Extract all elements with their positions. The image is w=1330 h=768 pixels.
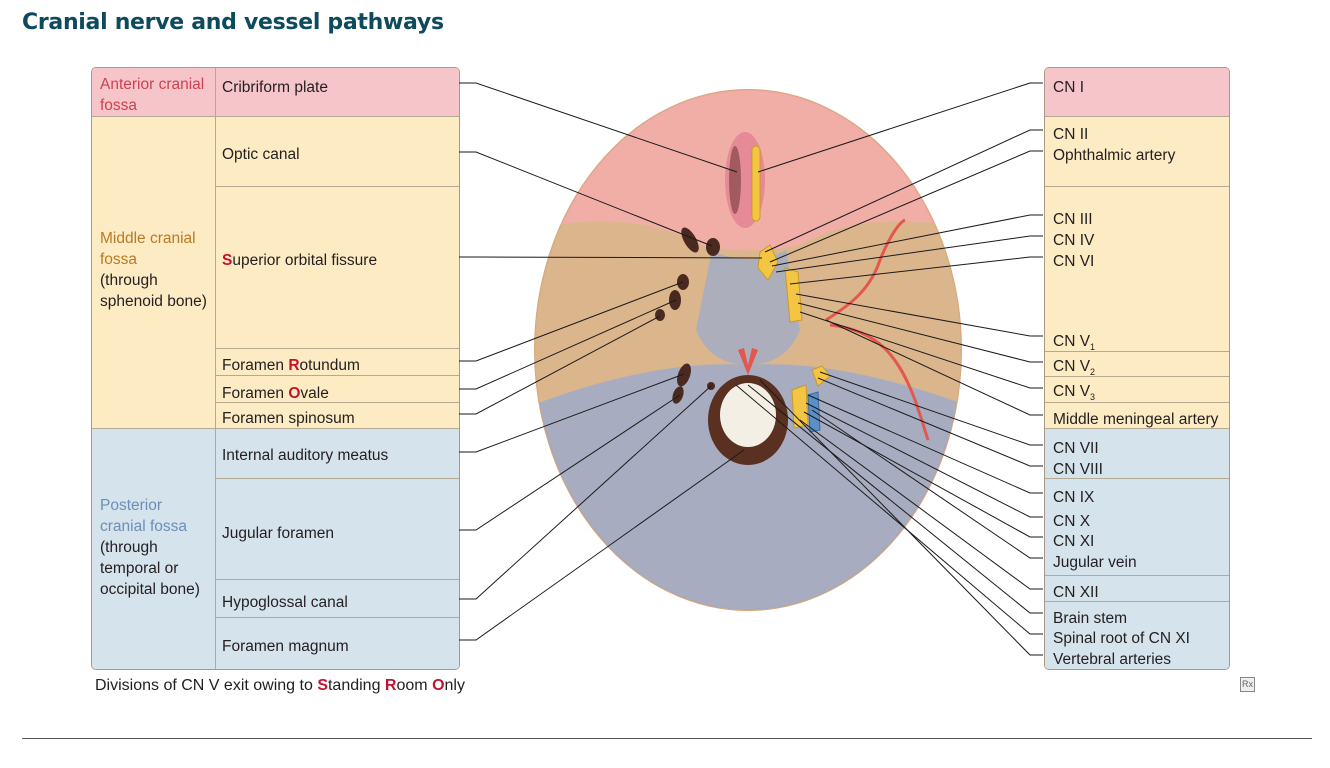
cn5-sub: 3 bbox=[1090, 392, 1096, 403]
sella-region bbox=[696, 250, 800, 365]
mnemonic-letter-o: O bbox=[432, 677, 445, 694]
left-item-foramen-ovale: Foramen Ovale bbox=[216, 379, 335, 408]
mnemonic-word-2: oom bbox=[396, 677, 433, 694]
mnemonic-letter-s: S bbox=[317, 677, 328, 694]
mnemonic-word-3: nly bbox=[444, 677, 465, 694]
posterior-fossa-text: Posterior cranial fossa bbox=[100, 497, 188, 535]
item-prefix: Foramen bbox=[222, 357, 289, 374]
right-item-middle-meningeal-artery: Middle meningeal artery bbox=[1053, 411, 1219, 428]
cn5-base: CN V bbox=[1053, 333, 1091, 350]
right-item-cn6: CN VI bbox=[1053, 253, 1095, 270]
right-item-cn5-1: CN V1 bbox=[1047, 327, 1101, 362]
fossa-label-posterior: Posterior cranial fossa (through tempora… bbox=[94, 491, 214, 604]
posterior-fossa-region bbox=[535, 364, 961, 610]
right-item-cn1: CN I bbox=[1053, 79, 1084, 96]
fossa-label-middle: Middle cranial fossa (through sphenoid b… bbox=[94, 224, 214, 316]
right-item-vertebral-arteries: Vertebral arteries bbox=[1053, 651, 1172, 668]
right-item-cn9: CN IX bbox=[1053, 489, 1095, 506]
item-rest: uperior orbital fissure bbox=[232, 252, 378, 269]
mnemonic-prefix: Divisions of CN V exit owing to bbox=[95, 677, 318, 694]
right-item-ophthalmic-artery: Ophthalmic artery bbox=[1053, 147, 1176, 164]
right-item-brain-stem: Brain stem bbox=[1053, 610, 1128, 627]
right-item-cn5-2: CN V2 bbox=[1047, 352, 1101, 387]
mnemonic-letter-r: R bbox=[384, 677, 397, 694]
right-item-cn2: CN II bbox=[1053, 126, 1089, 143]
posterior-fossa-note: (through temporal or occipital bone) bbox=[100, 539, 200, 598]
cn5-base: CN V bbox=[1053, 358, 1091, 375]
fossa-label-anterior: Anterior cranial fossa bbox=[94, 70, 212, 120]
mnemonic-word-1: tanding bbox=[327, 677, 385, 694]
left-item-foramen-magnum: Foramen magnum bbox=[222, 638, 349, 655]
left-leader-lines bbox=[459, 82, 763, 641]
left-item-foramen-rotundum: Foramen Rotundum bbox=[216, 351, 366, 380]
right-leader-lines bbox=[735, 82, 1043, 656]
right-item-cn10: CN X bbox=[1053, 513, 1091, 530]
middle-fossa-note: (through sphenoid bone) bbox=[100, 272, 207, 310]
left-item-foramen-spinosum: Foramen spinosum bbox=[222, 410, 355, 427]
right-structures-table: CN I CN II Ophthalmic artery CN III CN I… bbox=[1044, 67, 1230, 670]
right-item-cn3: CN III bbox=[1053, 211, 1093, 228]
footer-divider bbox=[22, 738, 1312, 739]
middle-fossa-text: Middle cranial fossa bbox=[100, 230, 196, 268]
left-item-optic-canal: Optic canal bbox=[222, 146, 300, 163]
cn5-mnemonic: Divisions of CN V exit owing to Standing… bbox=[95, 677, 465, 695]
page-title: Cranial nerve and vessel pathways bbox=[22, 10, 444, 35]
rx-icon: Rx bbox=[1240, 677, 1255, 692]
left-item-jugular-foramen: Jugular foramen bbox=[222, 525, 335, 542]
item-rest: otundum bbox=[299, 357, 360, 374]
anterior-fossa-text: Anterior cranial fossa bbox=[100, 76, 205, 114]
left-item-internal-auditory-meatus: Internal auditory meatus bbox=[222, 447, 389, 464]
right-item-cn5-3: CN V3 bbox=[1047, 377, 1101, 412]
right-item-cn11: CN XI bbox=[1053, 533, 1095, 550]
right-item-cn8: CN VIII bbox=[1053, 461, 1103, 478]
item-rest: vale bbox=[300, 385, 329, 402]
cn5-base: CN V bbox=[1053, 383, 1091, 400]
left-item-cribriform-plate: Cribriform plate bbox=[222, 79, 328, 96]
left-item-hypoglossal-canal: Hypoglossal canal bbox=[222, 594, 348, 611]
right-item-jugular-vein: Jugular vein bbox=[1053, 554, 1137, 571]
highlight-letter: O bbox=[288, 385, 301, 402]
highlight-letter: S bbox=[222, 252, 233, 269]
right-item-spinal-root-cn11: Spinal root of CN XI bbox=[1053, 630, 1190, 647]
right-item-cn12: CN XII bbox=[1053, 584, 1099, 601]
right-item-cn4: CN IV bbox=[1053, 232, 1095, 249]
left-foramina-table: Anterior cranial fossa Middle cranial fo… bbox=[91, 67, 460, 670]
highlight-letter: R bbox=[288, 357, 300, 374]
cn5-sub: 2 bbox=[1090, 367, 1096, 378]
cn5-sub: 1 bbox=[1090, 342, 1096, 353]
left-item-superior-orbital-fissure: Superior orbital fissure bbox=[216, 246, 383, 275]
item-prefix: Foramen bbox=[222, 385, 289, 402]
right-item-cn7: CN VII bbox=[1053, 440, 1099, 457]
